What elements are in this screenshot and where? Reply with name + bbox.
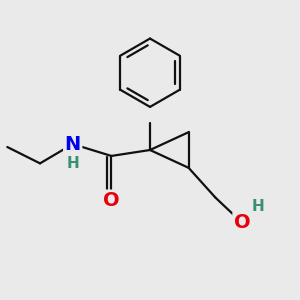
Text: H: H bbox=[252, 199, 265, 214]
Text: H: H bbox=[66, 156, 79, 171]
Text: O: O bbox=[103, 191, 120, 210]
Text: O: O bbox=[234, 213, 250, 232]
Text: N: N bbox=[64, 135, 81, 154]
